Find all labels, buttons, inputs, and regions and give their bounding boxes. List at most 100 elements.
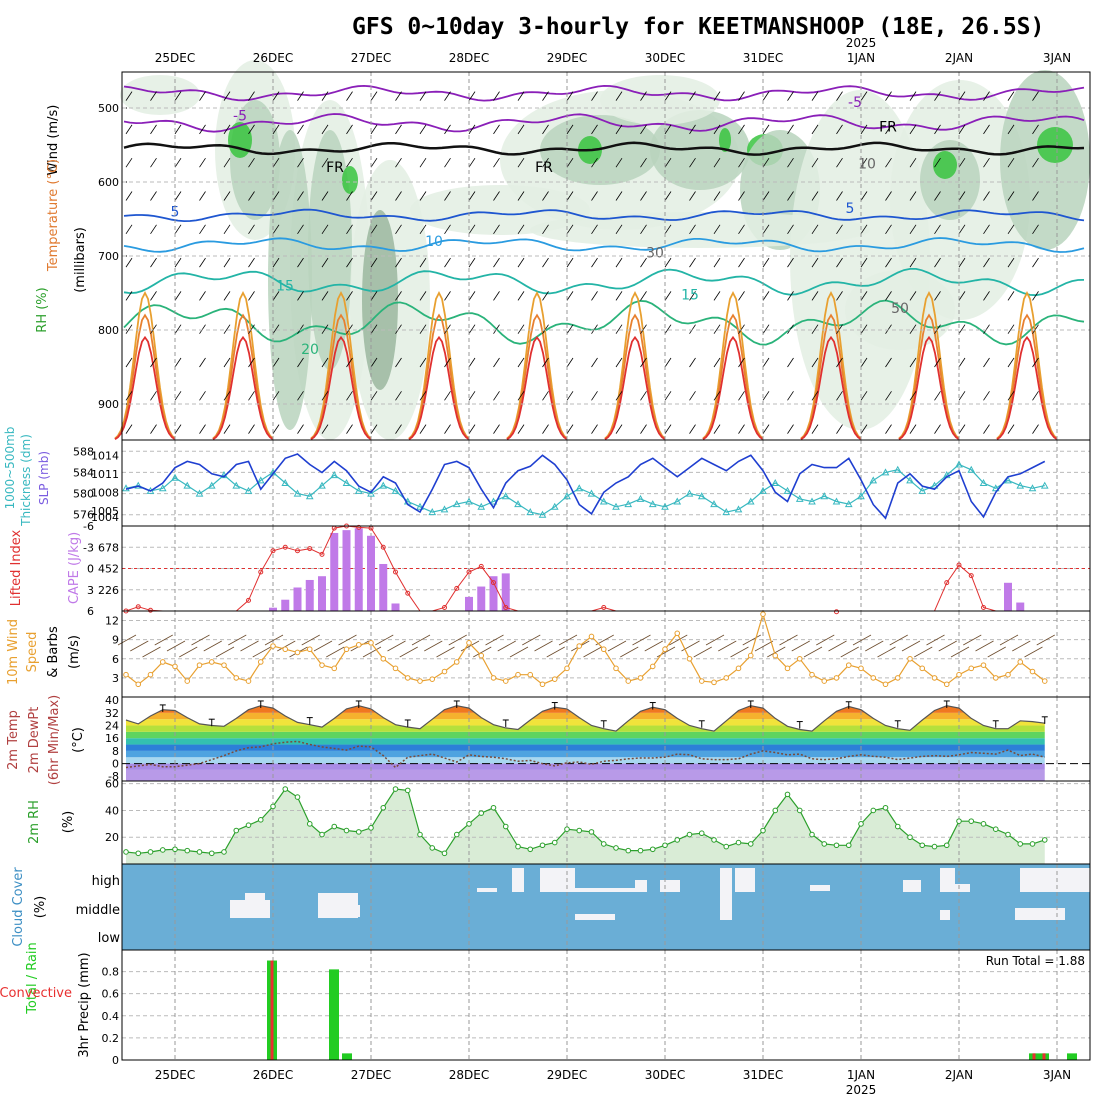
wind-barb: [174, 157, 182, 168]
wind-barb: [542, 324, 549, 334]
wind-barb: [297, 157, 304, 168]
thickness-point: [636, 494, 645, 502]
wind-barb: [689, 191, 696, 201]
wind-speed-label: Speed: [25, 632, 40, 673]
wind-barb: [958, 424, 966, 434]
wind-barb: [640, 291, 647, 301]
rh2m-point: [760, 827, 766, 834]
wind-barb: [958, 224, 966, 235]
wind-barb: [885, 291, 892, 301]
wind-speed-point: [1005, 671, 1011, 678]
wind-barb: [738, 91, 745, 101]
wind-barb: [787, 191, 794, 201]
thickness-point: [244, 486, 253, 494]
wind-barb: [566, 257, 574, 268]
freezing-level-line: [123, 141, 1085, 156]
precip-tick-label: 0.2: [102, 1032, 120, 1045]
wind-speed-point: [821, 678, 828, 684]
wind-barb: [742, 634, 761, 646]
rh2m-point: [943, 842, 950, 849]
wind-speed-point: [760, 611, 766, 617]
precip-unit-label: 3hr Precip (mm): [77, 952, 92, 1057]
rh2m-point: [331, 823, 338, 830]
wind-speed-point: [919, 665, 926, 672]
wind-speed-point: [576, 643, 583, 649]
year-label-top: 2025: [846, 36, 877, 50]
wind-barb: [395, 157, 402, 168]
wind-tick-label: 6: [112, 653, 119, 666]
wind-barb: [934, 91, 941, 101]
rh-shading: [920, 140, 980, 220]
wind-barb: [860, 224, 868, 235]
temp-tick-label: -8: [108, 770, 119, 783]
wind-barb: [738, 157, 745, 168]
lifted-index-point: [246, 597, 251, 603]
wind-speed-point: [539, 681, 546, 688]
wind-barb: [713, 91, 721, 101]
wind-barb: [1036, 634, 1055, 646]
wind-barb: [338, 634, 357, 646]
wind-barb: [958, 291, 966, 301]
cloud-block: [940, 868, 955, 892]
wind-barb: [958, 91, 966, 101]
wind-barb: [223, 191, 231, 201]
temp-tick-label: 0: [112, 758, 119, 771]
wind-barb: [346, 324, 353, 334]
wind-barb: [860, 291, 868, 301]
wind-barb: [566, 424, 574, 434]
wind-barb: [125, 124, 133, 135]
surface-temperature-contour: [800, 335, 862, 441]
wind-speed-point: [123, 671, 129, 678]
wind-barb: [885, 424, 892, 434]
surface-temperature-contour: [408, 313, 470, 440]
thickness-point: [832, 497, 841, 505]
wind-speed-point: [490, 675, 497, 681]
wind-barb: [248, 391, 255, 401]
wind-barb: [705, 634, 725, 646]
wind-barb: [468, 257, 476, 268]
wind-barb: [150, 224, 157, 235]
temperature-line: [125, 705, 1045, 732]
wind-speed-point: [355, 641, 362, 648]
thickness-point: [440, 505, 449, 513]
wind-barb: [640, 224, 647, 235]
wind-barb: [142, 646, 161, 658]
wind-barb: [493, 257, 500, 268]
wind-barb: [419, 257, 427, 268]
wind-barb: [591, 157, 598, 168]
wind-barb: [444, 391, 451, 401]
wind-barb: [791, 640, 810, 652]
wind-barb: [179, 646, 198, 658]
wind-barb: [542, 124, 549, 135]
rh2m-point: [784, 791, 791, 798]
wind-barb: [150, 424, 157, 434]
wind-barb: [174, 257, 182, 268]
wind-barb: [395, 357, 402, 368]
wind-barb: [297, 424, 304, 434]
wind-barb: [591, 257, 598, 268]
thickness-point: [1028, 484, 1037, 492]
lifted-index-point: [944, 580, 950, 586]
cape-bar: [318, 576, 326, 611]
wind-barb: [860, 324, 868, 334]
wind-barb: [395, 391, 402, 401]
wind-barb: [885, 224, 892, 235]
wind-barb: [934, 257, 941, 268]
wind-speed-point: [845, 662, 852, 668]
wind-barb: [493, 424, 500, 434]
slp-tick-label: 1014: [91, 449, 119, 462]
wind-barb: [669, 634, 688, 646]
rh2m-point: [919, 842, 926, 849]
wind-barb: [664, 91, 672, 101]
contour-label: 15: [276, 279, 294, 295]
wind-barb: [297, 324, 304, 334]
wind-barb: [199, 191, 206, 201]
wind-barb: [297, 391, 304, 401]
wind-barb: [664, 391, 672, 401]
wind-barb: [689, 357, 696, 368]
wind-barb: [444, 124, 451, 135]
surface-temperature-contour: [114, 335, 176, 441]
wind-barb: [983, 424, 990, 434]
wind-barb: [444, 424, 451, 434]
wind-barb: [689, 124, 696, 135]
